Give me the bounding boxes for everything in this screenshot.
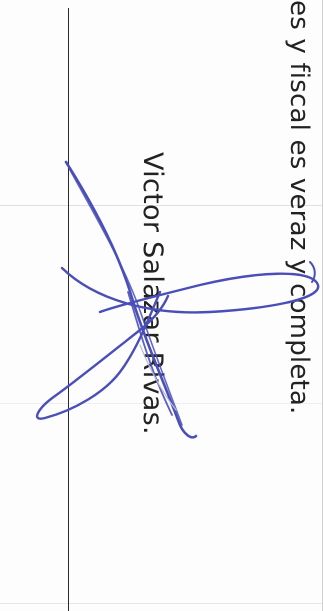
faint-guide-line [0,403,323,404]
signature-line [68,8,70,611]
faint-guide-line [0,603,323,604]
signature-stroke [69,169,183,426]
signature-stroke [309,261,316,283]
signature-stroke [60,266,320,314]
signature-stroke [127,291,173,416]
signature-stroke [64,160,198,439]
faint-guide-line [0,205,323,206]
signature-stroke [139,344,177,411]
